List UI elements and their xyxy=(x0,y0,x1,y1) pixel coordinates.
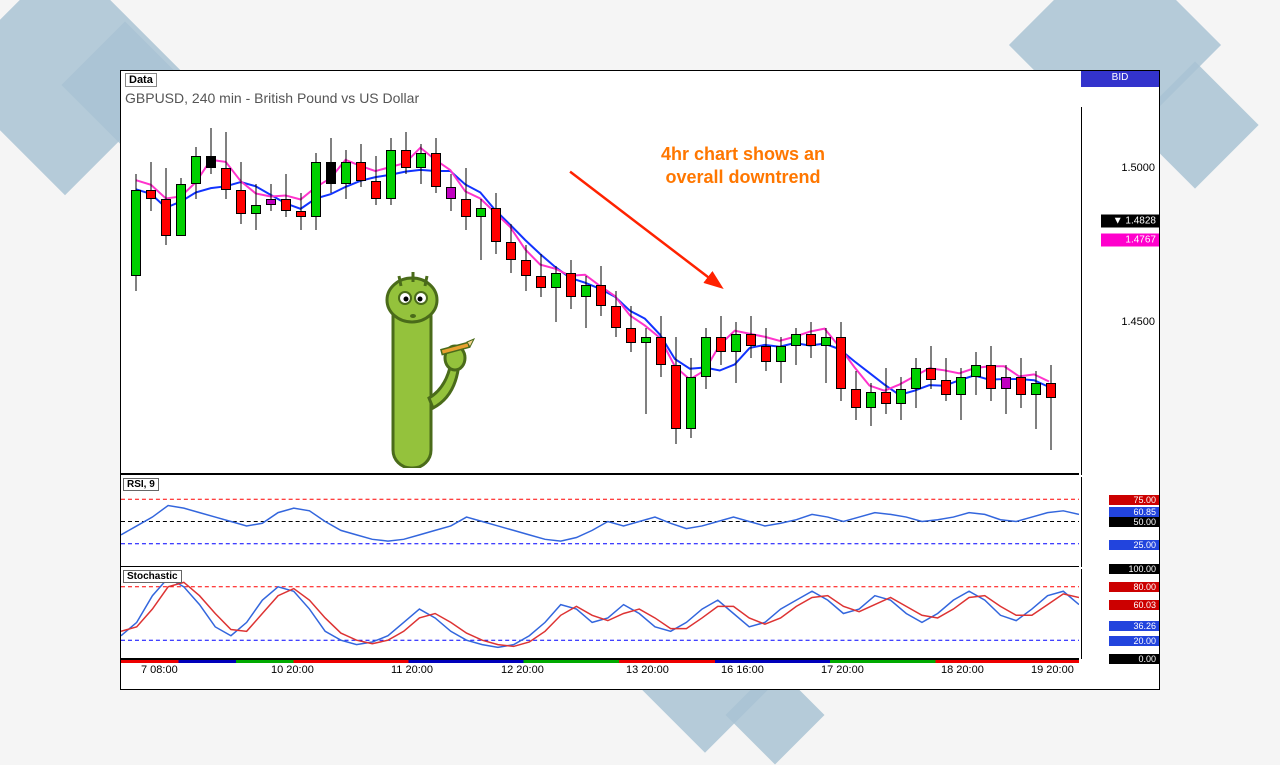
indicator-tag: 25.00 xyxy=(1109,540,1159,550)
time-tick: 17 20:00 xyxy=(821,664,864,676)
stochastic-label: Stochastic xyxy=(123,570,182,583)
indicator-tag: 100.00 xyxy=(1109,564,1159,574)
stochastic-panel[interactable]: Stochastic xyxy=(121,569,1079,659)
rsi-panel[interactable]: RSI, 9 xyxy=(121,477,1079,567)
price-tick: 1.4500 xyxy=(1121,316,1155,328)
price-panel[interactable]: 4hr chart shows an overall downtrend xyxy=(121,107,1079,475)
indicator-tag: 20.00 xyxy=(1109,636,1159,646)
time-tick: 7 08:00 xyxy=(141,664,178,676)
indicator-tag: 60.85 xyxy=(1109,507,1159,517)
chart-title: GBPUSD, 240 min - British Pound vs US Do… xyxy=(125,90,419,106)
time-tick: 16 16:00 xyxy=(721,664,764,676)
indicator-tag: 0.00 xyxy=(1109,654,1159,664)
cartoon-character xyxy=(371,268,481,473)
time-tick: 13 20:00 xyxy=(626,664,669,676)
chart-frame: Data GBPUSD, 240 min - British Pound vs … xyxy=(120,70,1160,690)
annotation-text: 4hr chart shows an overall downtrend xyxy=(661,143,825,190)
price-tag: ▼ 1.4828 xyxy=(1101,215,1159,228)
rsi-label: RSI, 9 xyxy=(123,478,159,491)
price-axis: 1.5000 1.4500 ▼ 1.4828 1.4767 xyxy=(1081,107,1159,475)
time-axis: 7 08:00 10 20:00 11 20:00 12 20:00 13 20:00 1… xyxy=(121,659,1079,689)
data-label: Data xyxy=(125,73,157,87)
indicator-tag: 50.00 xyxy=(1109,517,1159,527)
stochastic-axis: 100.0080.0060.0336.2620.000.00 xyxy=(1081,569,1159,659)
time-tick: 19 20:00 xyxy=(1031,664,1074,676)
time-tick: 11 20:00 xyxy=(391,664,433,676)
time-tick: 12 20:00 xyxy=(501,664,544,676)
indicator-tag: 75.00 xyxy=(1109,495,1159,505)
indicator-tag: 80.00 xyxy=(1109,582,1159,592)
rsi-axis: 75.00 60.8550.00 25.00 xyxy=(1081,477,1159,567)
price-tick: 1.5000 xyxy=(1121,162,1155,174)
time-tick: 10 20:00 xyxy=(271,664,314,676)
bid-label: BID xyxy=(1081,71,1159,87)
indicator-tag: 60.03 xyxy=(1109,600,1159,610)
indicator-tag: 36.26 xyxy=(1109,621,1159,631)
time-tick: 18 20:00 xyxy=(941,664,984,676)
price-tag: 1.4767 xyxy=(1101,233,1159,246)
